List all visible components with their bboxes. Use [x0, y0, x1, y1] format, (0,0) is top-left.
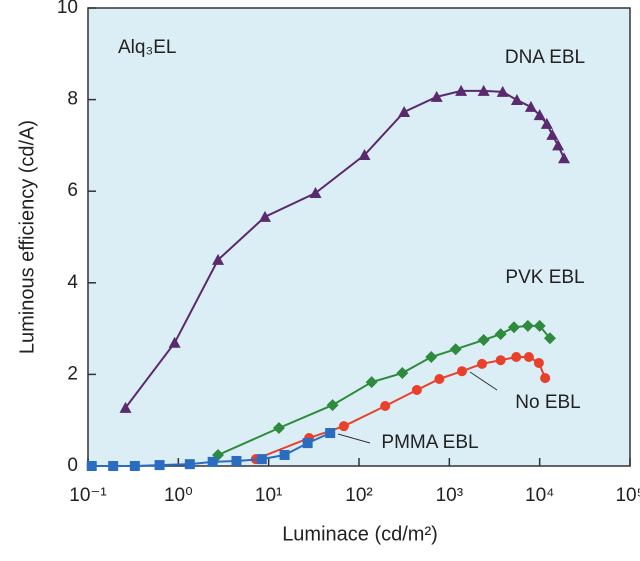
data-point	[279, 450, 290, 461]
x-tick-label: 10²	[345, 485, 372, 506]
data-point	[309, 187, 322, 199]
data-point	[258, 210, 271, 222]
data-point	[540, 373, 551, 384]
y-tick-label: 8	[67, 89, 78, 110]
data-point	[524, 100, 537, 112]
data-point	[456, 366, 467, 377]
data-point	[552, 139, 565, 151]
data-point	[558, 152, 571, 164]
data-point	[398, 105, 411, 117]
data-point	[231, 455, 242, 466]
data-point	[380, 401, 391, 412]
y-axis-title: Luminous efficiency (cd/A)	[16, 120, 38, 354]
x-tick-label: 10³	[436, 485, 463, 506]
data-point	[302, 438, 313, 449]
data-point	[523, 351, 534, 362]
data-point	[455, 84, 468, 96]
y-tick-label: 4	[67, 272, 78, 293]
x-tick-label: 10⁻¹	[69, 485, 107, 506]
data-point	[477, 84, 490, 96]
y-tick-label: 2	[67, 363, 78, 384]
x-tick-label: 10⁰	[164, 485, 193, 506]
data-point	[511, 351, 522, 362]
data-point	[325, 428, 336, 439]
data-point	[496, 85, 509, 97]
data-point	[533, 109, 546, 121]
data-point	[184, 459, 195, 470]
x-tick-label: 10⁴	[525, 485, 554, 506]
data-point	[543, 332, 556, 345]
data-point	[425, 350, 438, 363]
data-point	[338, 421, 349, 432]
data-point	[207, 456, 218, 467]
data-point	[212, 253, 225, 265]
data-point	[129, 461, 140, 471]
data-point	[546, 128, 559, 140]
data-point	[510, 94, 523, 106]
data-point	[430, 90, 443, 102]
leader-line	[469, 371, 498, 391]
data-point	[477, 334, 490, 347]
series-label: No EBL	[515, 392, 580, 413]
data-point	[365, 376, 378, 389]
data-point	[119, 401, 132, 413]
data-point	[508, 321, 521, 334]
series-label: DNA EBL	[505, 47, 585, 68]
data-point	[540, 117, 553, 129]
data-point	[533, 357, 544, 368]
x-axis-title: Luminace (cd/m²)	[282, 523, 438, 545]
x-tick-label: 10⁵	[615, 485, 640, 506]
data-point	[154, 460, 165, 471]
data-point	[326, 399, 339, 412]
x-tick-label: 10¹	[255, 485, 282, 506]
data-point	[494, 328, 507, 341]
data-point	[477, 358, 488, 369]
y-tick-label: 6	[67, 180, 78, 201]
data-point	[396, 367, 409, 380]
series-label: PMMA EBL	[381, 432, 478, 453]
data-point	[272, 421, 285, 434]
data-point	[168, 336, 181, 348]
data-point	[449, 343, 462, 356]
data-point	[358, 149, 371, 161]
series-label: PVK EBL	[505, 267, 584, 288]
data-point	[256, 454, 267, 465]
data-point	[434, 373, 445, 384]
data-point	[411, 384, 422, 395]
data-point	[533, 319, 546, 332]
annotation: Alq₃EL	[118, 37, 176, 58]
data-point	[108, 461, 119, 471]
y-tick-label: 10	[57, 0, 78, 18]
data-point	[521, 319, 534, 332]
y-tick-label: 0	[67, 455, 78, 476]
data-point	[495, 355, 506, 366]
data-point	[86, 461, 97, 471]
leader-line	[337, 433, 371, 444]
